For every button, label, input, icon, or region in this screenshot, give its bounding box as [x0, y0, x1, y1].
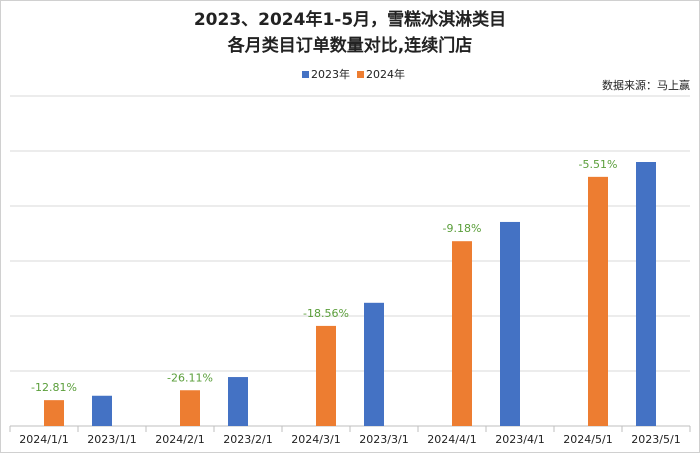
bar	[316, 325, 336, 426]
x-tick-label: 2023/5/1	[631, 433, 680, 446]
x-tick-label: 2023/3/1	[359, 433, 408, 446]
bar	[500, 221, 520, 426]
bar	[228, 377, 248, 426]
x-tick-label: 2023/4/1	[495, 433, 544, 446]
x-tick-label: 2024/1/1	[19, 433, 68, 446]
x-tick-label: 2024/4/1	[427, 433, 476, 446]
bar	[44, 400, 64, 426]
x-tick-label: 2024/2/1	[155, 433, 204, 446]
bar	[364, 302, 384, 426]
x-tick-label: 2024/3/1	[291, 433, 340, 446]
data-label: -18.56%	[303, 307, 349, 320]
bar	[588, 176, 608, 426]
legend-label: 2023年	[311, 67, 350, 81]
x-tick-label: 2024/5/1	[563, 433, 612, 446]
bar	[180, 390, 200, 426]
bar	[636, 162, 656, 426]
data-label: -9.18%	[443, 222, 482, 235]
chart-title: 2023、2024年1-5月，雪糕冰淇淋类目	[194, 9, 506, 30]
legend-label: 2024年	[366, 67, 405, 81]
data-label: -12.81%	[31, 381, 77, 394]
legend-swatch	[357, 71, 364, 78]
data-label: -26.11%	[167, 371, 213, 384]
x-tick-label: 2023/1/1	[87, 433, 136, 446]
x-tick-label: 2023/2/1	[223, 433, 272, 446]
legend-swatch	[302, 71, 309, 78]
bar	[92, 395, 112, 426]
bar	[452, 241, 472, 426]
chart-title: 各月类目订单数量对比,连续门店	[227, 35, 472, 56]
data-label: -5.51%	[579, 158, 618, 171]
source-note: 数据来源：马上赢	[602, 78, 690, 92]
